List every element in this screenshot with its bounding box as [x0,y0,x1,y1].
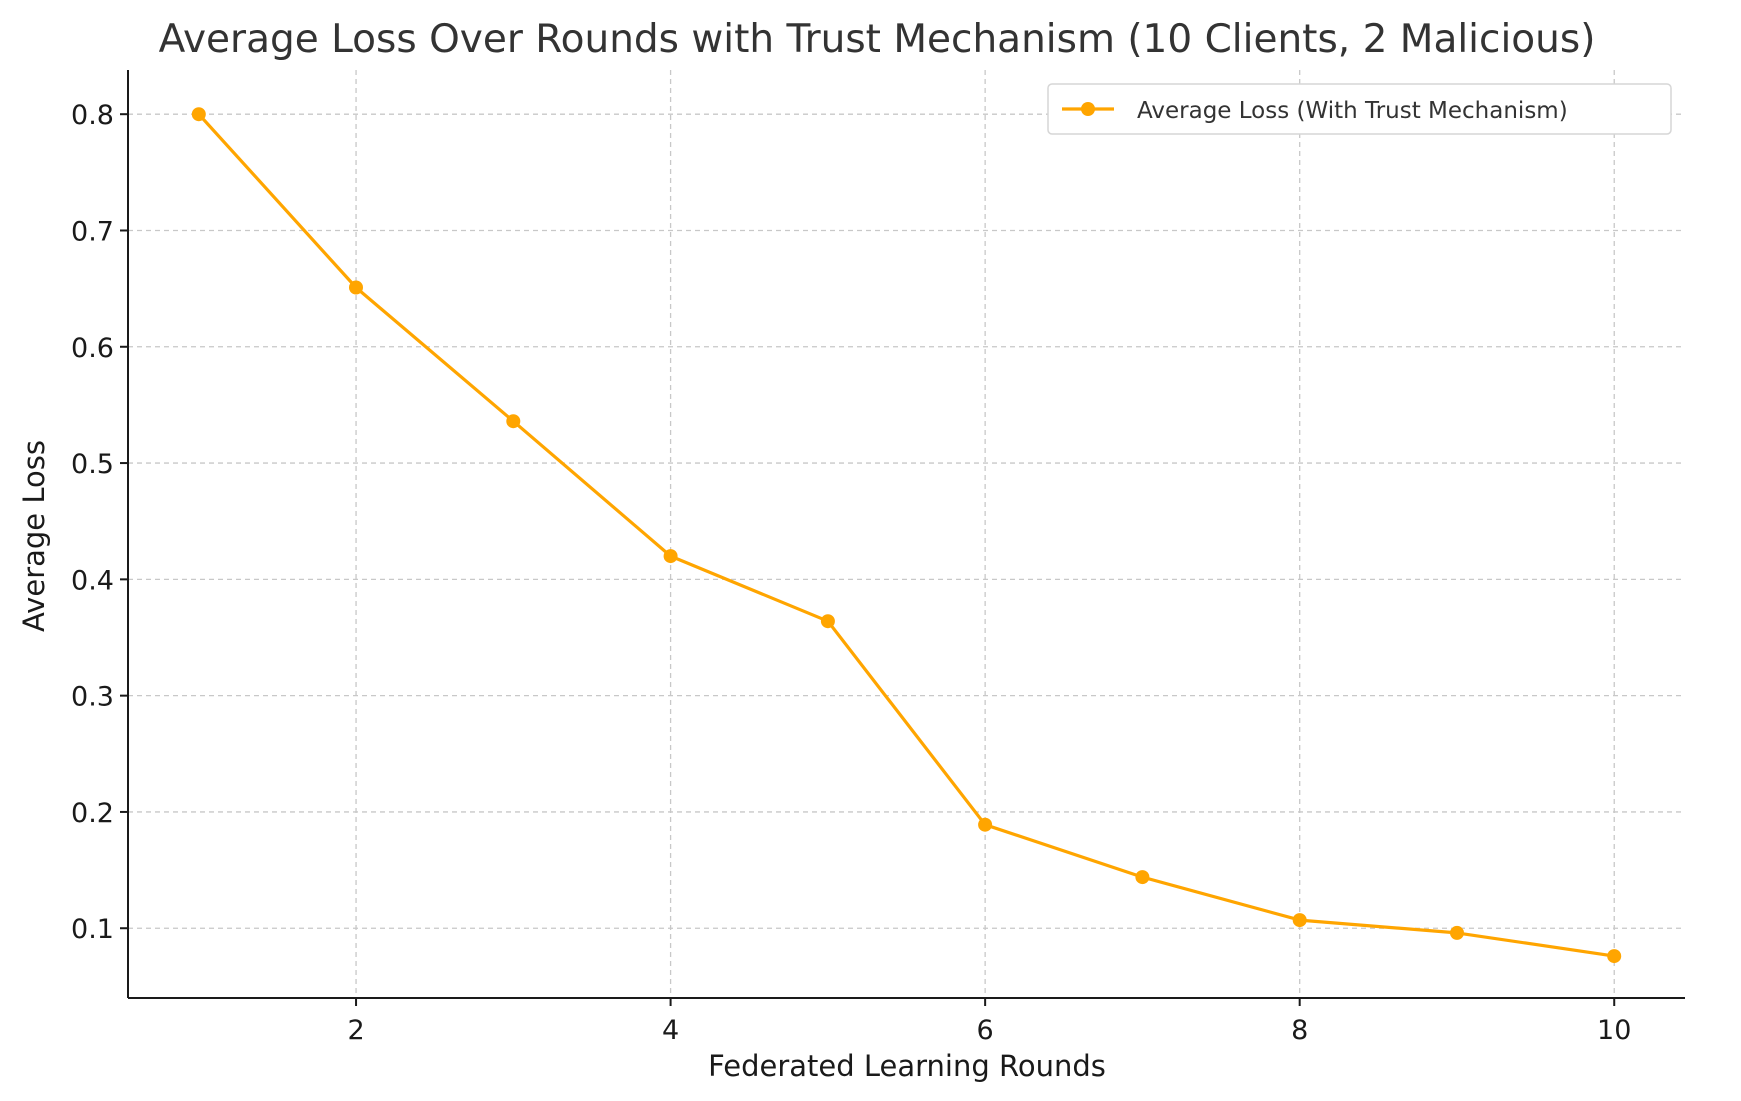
data-point [1450,925,1464,940]
data-point [820,614,835,629]
grid [128,70,1685,998]
x-axis-label: Federated Learning Rounds [708,1049,1106,1083]
legend-entry-label: Average Loss (With Trust Mechanism) [1137,98,1568,124]
y-tick-label: 0.1 [71,914,114,945]
x-tick-label: 4 [662,1015,679,1046]
legend-marker-swatch [1081,102,1095,116]
x-tick-label: 10 [1597,1015,1631,1046]
data-point [1135,870,1150,885]
y-tick-label: 0.4 [71,565,114,596]
x-tick-label: 6 [977,1015,994,1046]
series-layer [191,107,1622,964]
y-tick-label: 0.6 [71,333,114,364]
chart-title: Average Loss Over Rounds with Trust Mech… [159,17,1596,62]
x-tick-label: 8 [1291,1015,1308,1046]
y-tick-label: 0.7 [71,216,114,247]
legend-box [1047,83,1672,135]
y-tick-label: 0.8 [71,100,114,131]
y-tick-label: 0.5 [71,449,114,480]
axes [120,70,1685,1006]
y-tick-label: 0.2 [71,798,114,829]
tick-labels: 2 4 6 8 10 0.1 0.2 0.3 0.4 0.5 0.6 0.7 0.8 [71,100,1631,1046]
data-point [1607,949,1622,964]
data-point [1292,913,1307,928]
data-point [349,280,363,295]
data-point [663,549,678,564]
data-point [191,107,206,122]
series-line [197,112,1616,958]
x-tick-label: 2 [347,1015,364,1046]
y-axis-label: Average Loss [17,440,51,632]
data-point [978,817,993,832]
legend: Average Loss (With Trust Mechanism) [1047,83,1672,135]
y-tick-label: 0.3 [71,682,114,713]
data-point [506,414,521,429]
